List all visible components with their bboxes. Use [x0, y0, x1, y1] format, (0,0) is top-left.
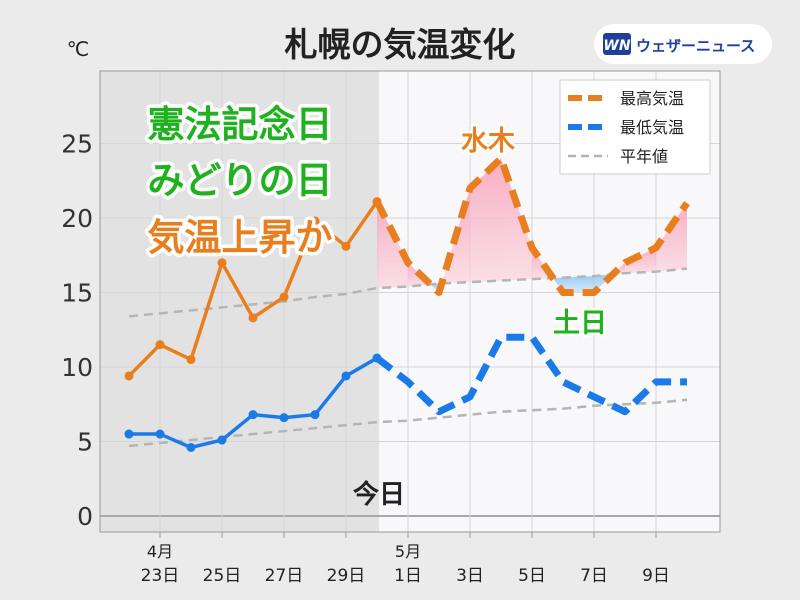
chart-title: 札幌の気温変化 [285, 25, 516, 64]
y-tick-label: 10 [61, 353, 93, 382]
max-data-point [124, 371, 134, 381]
max-data-point [372, 197, 382, 207]
max-data-point [248, 313, 258, 323]
plot-past-background [100, 71, 379, 532]
x-tick-label: 25日 [203, 566, 242, 586]
max-data-point [155, 340, 165, 350]
plot-frame [99, 70, 721, 533]
max-data-point [341, 241, 351, 251]
min-data-point [310, 410, 320, 420]
wed-thu-label: 水木 [461, 126, 515, 157]
x-tick-label: 27日 [265, 566, 304, 586]
min-data-point [155, 429, 165, 439]
y-tick-label: 5 [77, 428, 93, 457]
legend: 最高気温 最低気温 平年値 [559, 79, 711, 175]
x-tick-label-month: 4月 [147, 542, 173, 561]
weekend-label: 土日 [553, 308, 607, 339]
max-forecast-line [373, 154, 690, 296]
min-data-point [186, 442, 196, 452]
weathernews-logo: WN ウェザーニュース [594, 24, 772, 64]
legend-label-normal: 平年値 [620, 147, 668, 166]
fill-above-normal [501, 158, 532, 281]
logo-mark: WN [603, 38, 630, 54]
min-data-point [341, 371, 351, 381]
min-data-point [372, 353, 382, 363]
x-tick-label: 5日 [518, 566, 546, 586]
y-axis-unit: ℃ [67, 37, 89, 61]
x-tick-label: 29日 [327, 566, 366, 586]
gridlines [100, 71, 720, 532]
max-data-point [217, 258, 227, 268]
max-data-point [186, 355, 196, 365]
x-tick-label: 7日 [580, 566, 608, 586]
today-label: 今日 [353, 479, 405, 510]
legend-label-min: 最低気温 [620, 118, 684, 137]
x-tick-label-month: 5月 [395, 542, 421, 561]
headline-line-1: 憲法記念日 [148, 103, 333, 146]
series-lines [124, 154, 690, 452]
x-tick-label: 1日 [394, 566, 422, 586]
y-tick-label: 25 [61, 130, 93, 159]
legend-label-max: 最高気温 [620, 89, 684, 108]
min-forecast-line [374, 333, 687, 416]
headline: 憲法記念日 みどりの日 気温上昇か [144, 100, 336, 263]
headline-line-2: みどりの日 [148, 159, 333, 202]
min-data-point [217, 435, 227, 445]
x-tick-label: 9日 [642, 566, 670, 586]
x-tick-label: 3日 [456, 566, 484, 586]
y-tick-label: 0 [77, 502, 93, 531]
fill-above-normal [470, 158, 501, 283]
fill-above-normal [625, 247, 656, 274]
y-tick-label: 20 [61, 204, 93, 233]
normal-max-line [128, 267, 688, 318]
x-tick-label: 23日 [141, 566, 180, 586]
headline-line-3: 気温上昇か [148, 216, 333, 259]
max-data-point [279, 292, 289, 302]
fill-below-normal [563, 276, 594, 293]
min-data-point [248, 410, 258, 420]
logo-text: ウェザーニュース [636, 37, 755, 55]
max-data-point [310, 216, 320, 226]
fill-above-normal [377, 201, 408, 289]
y-tick-label: 15 [61, 279, 93, 308]
axis-ticks: 0 5 10 15 20 25 4月 23日 25日 27日 29日 5月 1日 3日 5日 7日 9日 [61, 130, 670, 587]
min-data-point [279, 413, 289, 423]
min-data-point [124, 429, 134, 439]
